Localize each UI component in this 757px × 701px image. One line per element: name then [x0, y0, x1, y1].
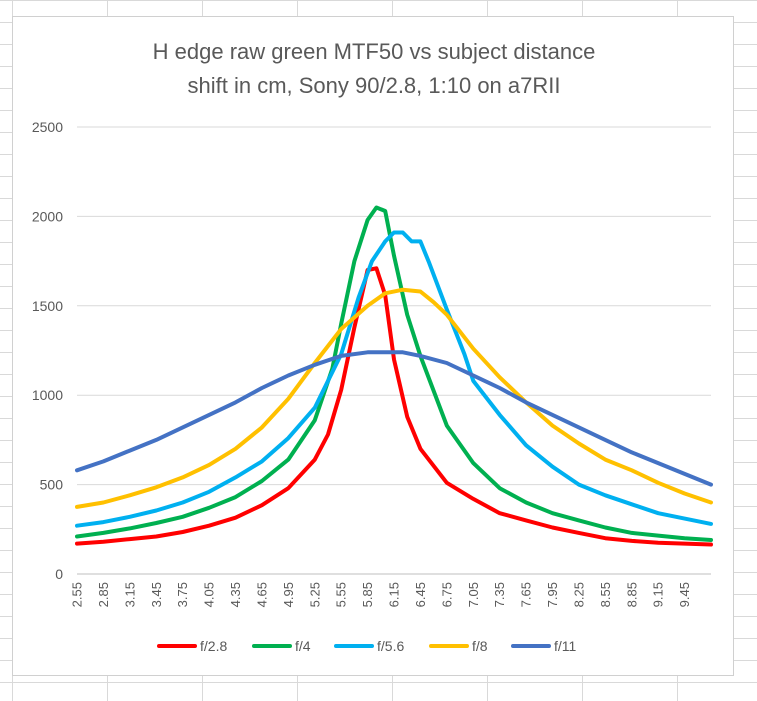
chart-frame[interactable]: H edge raw green MTF50 vs subject distan…	[12, 16, 734, 676]
x-tick-label: 9.15	[651, 582, 666, 607]
x-tick-label: 4.65	[254, 582, 269, 607]
x-tick-label: 8.85	[624, 582, 639, 607]
x-tick-label: 4.05	[202, 582, 217, 607]
x-tick-label: 3.15	[122, 582, 137, 607]
x-tick-label: 7.35	[492, 582, 507, 607]
x-tick-label: 7.95	[545, 582, 560, 607]
x-tick-label: 6.75	[439, 582, 454, 607]
series-line-f-8	[75, 287, 713, 509]
series-lines	[75, 205, 713, 547]
x-tick-label: 5.25	[307, 582, 322, 607]
x-tick-label: 8.55	[598, 582, 613, 607]
x-tick-label: 6.15	[387, 582, 402, 607]
legend-label: f/11	[554, 638, 577, 654]
legend-label: f/5.6	[377, 638, 404, 654]
y-gridlines	[77, 126, 711, 575]
x-tick-label: 5.85	[360, 582, 375, 607]
y-tick-label: 500	[40, 477, 64, 493]
y-tick-label: 2500	[32, 119, 63, 135]
chart-title-line-2: shift in cm, Sony 90/2.8, 1:10 on a7RII	[188, 73, 561, 98]
series-line-f-2-8	[75, 266, 713, 547]
y-tick-label: 2000	[32, 208, 63, 224]
legend-label: f/2.8	[200, 638, 227, 654]
x-tick-label: 2.85	[96, 582, 111, 607]
x-tick-label: 7.05	[466, 582, 481, 607]
x-tick-label: 9.45	[677, 582, 692, 607]
legend-label: f/4	[295, 638, 311, 654]
legend-label: f/8	[472, 638, 488, 654]
x-tick-label: 3.75	[175, 582, 190, 607]
x-tick-label: 5.55	[334, 582, 349, 607]
mtf50-line-chart: H edge raw green MTF50 vs subject distan…	[32, 39, 713, 654]
y-tick-label: 0	[55, 566, 63, 582]
x-tick-label: 8.25	[571, 582, 586, 607]
x-tick-label: 6.45	[413, 582, 428, 607]
y-tick-label: 1000	[32, 387, 63, 403]
x-tick-label: 2.55	[70, 582, 85, 607]
x-tick-label: 7.65	[519, 582, 534, 607]
series-line-f-4	[75, 205, 713, 542]
x-tick-label: 4.95	[281, 582, 296, 607]
y-tick-label: 1500	[32, 298, 63, 314]
x-axis-tick-labels: 2.55 2.85 3.15 3.45 3.75 4.05 4.35 4.65 4.95 5.25…	[70, 582, 693, 607]
x-tick-label: 4.35	[228, 582, 243, 607]
legend: f/2.8 f/4 f/5.6 f/8 f/11	[157, 638, 577, 654]
series-line-f-5-6	[75, 230, 713, 528]
y-axis-tick-labels: 0 500 1000 1500 2000 2500	[32, 119, 63, 582]
series-line-f-11	[75, 350, 713, 487]
x-tick-label: 3.45	[149, 582, 164, 607]
chart-title-line-1: H edge raw green MTF50 vs subject distan…	[153, 39, 596, 64]
